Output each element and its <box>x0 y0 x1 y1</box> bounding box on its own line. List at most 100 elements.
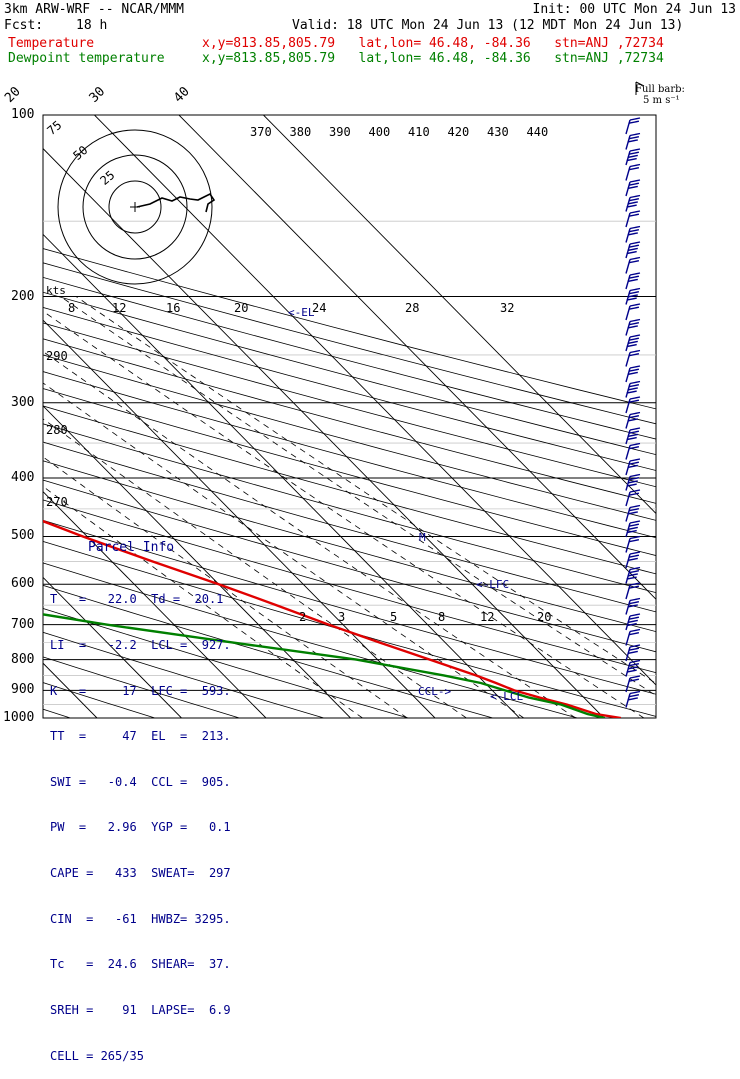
barb-shaft <box>625 305 631 321</box>
dry-adiabat <box>43 248 656 410</box>
barb-flag <box>629 256 641 261</box>
hodo-kts: kts <box>46 284 66 297</box>
barb-flag <box>626 204 637 208</box>
pressure-label: 700 <box>11 616 35 632</box>
barb-flag <box>629 334 641 338</box>
pressure-label: 300 <box>11 394 35 410</box>
mixing-ratio-label: 20 <box>234 301 248 315</box>
dewpoint-location: x,y=813.85,805.79 lat,lon= 46.48, -84.36… <box>202 51 664 66</box>
barb-flag <box>628 647 640 651</box>
barb-flag <box>628 585 640 589</box>
barb-flag <box>627 526 638 531</box>
barb-flag <box>629 458 641 462</box>
barb-flag <box>629 659 641 664</box>
barb-flag <box>629 132 641 137</box>
fcst-value: 18 h <box>76 18 108 33</box>
barb-flag <box>627 371 638 376</box>
wind-barb <box>625 427 641 445</box>
barb-flag <box>629 396 641 400</box>
theta-label: 440 <box>527 125 549 139</box>
isotherm-label: 20 <box>2 84 24 106</box>
barb-shaft <box>625 119 631 135</box>
dry-adiabat <box>43 607 410 718</box>
isotherm <box>43 147 605 718</box>
mixing-ratio-label: 2 <box>299 610 306 624</box>
barb-flag <box>627 154 638 159</box>
barb-flag <box>629 225 641 230</box>
wind-barb <box>625 675 641 693</box>
barb-flag <box>627 650 638 655</box>
barb-shaft <box>625 166 631 181</box>
barb-flag <box>629 473 641 478</box>
barb-shaft <box>625 538 631 553</box>
temperature-location: x,y=813.85,805.79 lat,lon= 46.48, -84.36… <box>202 36 664 51</box>
dry-adiabat <box>43 460 656 633</box>
wind-barb <box>625 690 641 708</box>
dry-adiabat <box>43 479 656 653</box>
barb-flag <box>626 157 637 162</box>
wind-barb <box>625 117 641 135</box>
isotherm <box>43 405 351 718</box>
barb-flag <box>627 511 638 515</box>
wind-barb <box>625 582 641 600</box>
dry-adiabat <box>43 519 656 695</box>
barb-flag <box>627 666 638 670</box>
barb-legend-1: Full barb: <box>635 84 685 95</box>
parcel-info-title: Parcel Info <box>88 540 175 555</box>
wind-barb <box>625 396 641 414</box>
barb-shaft <box>625 677 631 693</box>
parcel-annotations: <-EL M <-LFC CCL-> <-LCL <box>288 306 523 703</box>
barb-flag <box>629 318 641 323</box>
barb-flag <box>627 697 638 701</box>
el-label: <-EL <box>288 306 315 319</box>
dry-adiabat <box>43 322 656 488</box>
wind-barb <box>625 349 641 367</box>
mixing-ratio-label: 3 <box>338 610 345 624</box>
mixing-ratio-label: 32 <box>500 301 514 315</box>
barb-flag <box>629 194 641 199</box>
barb-shaft <box>625 352 631 367</box>
theta-side-label: 270 <box>46 495 68 509</box>
barb-flag <box>629 117 641 121</box>
parcel-row: PW = 2.96 YGP = 0.1 <box>50 820 231 835</box>
barb-flag <box>629 163 641 168</box>
isotherm <box>43 576 182 718</box>
dry-adiabat <box>43 441 656 613</box>
theta-label: 410 <box>408 125 430 139</box>
parcel-info-table: T = 22.0 Td = 20.1 LI = -2.2 LCL = 927. … <box>50 562 231 1079</box>
barb-flag <box>629 489 641 493</box>
dry-adiabat <box>43 562 579 718</box>
barb-flag <box>627 557 638 562</box>
theta-side-label: 280 <box>46 423 68 437</box>
wind-barb <box>625 365 641 383</box>
barb-flag <box>628 601 640 605</box>
barb-flag <box>628 430 640 434</box>
temperature-line <box>43 519 622 718</box>
barb-flag <box>628 415 640 419</box>
barb-flag <box>628 275 640 279</box>
barb-flag <box>629 613 641 617</box>
barb-flag <box>628 384 640 388</box>
dry-adiabat <box>43 656 241 718</box>
hodo-ring-25: 25 <box>97 168 117 188</box>
barb-flag <box>627 387 638 391</box>
barb-flag <box>629 566 641 571</box>
wind-barb <box>625 194 641 212</box>
lfc-label: <-LFC <box>476 578 509 591</box>
barb-flag <box>626 250 637 255</box>
barb-flag <box>627 294 638 298</box>
barb-flag <box>628 291 640 295</box>
barb-flag <box>628 663 640 667</box>
parcel-row: T = 22.0 Td = 20.1 <box>50 592 224 607</box>
barb-flag <box>628 446 640 450</box>
barb-flag <box>628 570 640 574</box>
pressure-label: 800 <box>11 651 35 667</box>
wind-barb <box>625 256 641 274</box>
mixing-ratio-label: 20 <box>537 610 551 624</box>
barb-flag <box>627 247 638 252</box>
barb-flag <box>628 322 640 326</box>
lcl-label: <-LCL <box>490 690 523 703</box>
parcel-row: Tc = 24.6 SHEAR= 37. <box>50 957 231 972</box>
barb-flag <box>628 523 640 527</box>
wind-barb <box>625 163 641 181</box>
